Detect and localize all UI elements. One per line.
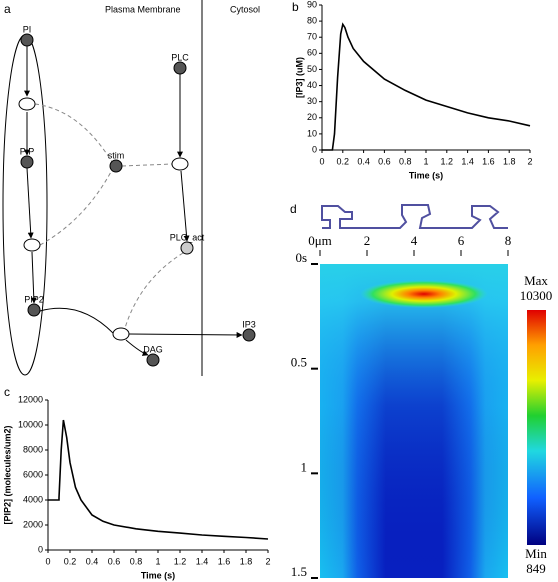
y-tick-label: 30 [307, 96, 317, 106]
panel-label: b [292, 0, 299, 14]
y-tick-label: 12000 [18, 394, 43, 404]
species-node [27, 303, 41, 317]
x-tick-label: 0.2 [337, 156, 350, 166]
x-tick-label: 0.8 [399, 156, 412, 166]
data-line [322, 22, 531, 151]
y-tick-label: 80 [307, 15, 317, 25]
panel-label: c [4, 385, 10, 399]
y-tick-label: 0s [295, 250, 307, 265]
node-label: PLC_act [170, 232, 205, 242]
colorbar [527, 310, 546, 545]
x-tick-label: 8 [505, 233, 512, 248]
panel-a-diagram: a Plasma Membrane Cytosol PI PIP PIP2 stim PLC P… [2, 0, 260, 376]
x-tick-label: 0.6 [108, 556, 121, 566]
x-tick-label: 2 [527, 156, 532, 166]
colorbar-max-label: Max [524, 273, 548, 288]
y-tick-label: 1.5 [291, 564, 307, 579]
node-label: IP3 [242, 319, 256, 329]
y-tick-label: 0.5 [291, 355, 307, 370]
panel-label: d [290, 202, 297, 216]
colorbar-min: 849 [526, 561, 546, 576]
node-label: DAG [143, 344, 163, 354]
y-axis-title: [IP3] (uM) [294, 57, 304, 98]
node-label: PLC [171, 52, 189, 62]
species-node [20, 33, 34, 47]
x-tick-label: 1.4 [461, 156, 474, 166]
colorbar-max: 10300 [520, 288, 553, 303]
x-tick-label: 0μm [308, 233, 332, 248]
heatmap-peak [360, 280, 488, 308]
region-label: Cytosol [230, 4, 260, 14]
data-line [48, 419, 269, 540]
y-tick-label: 10000 [18, 419, 43, 429]
regulation-links [34, 103, 184, 329]
y-tick-label: 6000 [23, 469, 43, 479]
x-tick-label: 0.4 [357, 156, 370, 166]
y-tick-label: 2000 [23, 519, 43, 529]
species-node [180, 241, 194, 255]
node-label: PI [23, 24, 32, 34]
node-label: PIP2 [24, 294, 44, 304]
node-label: stim [108, 150, 125, 160]
y-tick-label: 90 [307, 0, 317, 9]
x-tick-label: 2 [364, 233, 371, 248]
panel-label: a [4, 2, 11, 16]
x-axis-title: Time (s) [141, 570, 175, 580]
x-tick-label: 1.8 [240, 556, 253, 566]
y-tick-label: 0 [38, 544, 43, 554]
x-tick-label: 1.4 [196, 556, 209, 566]
y-tick-label: 60 [307, 48, 317, 58]
y-tick-label: 1 [301, 459, 308, 474]
x-tick-label: 0.6 [378, 156, 391, 166]
y-axis-title: [PIP2] (molecules/um2) [2, 425, 12, 524]
species-node [109, 159, 123, 173]
intermediates [18, 97, 189, 341]
x-tick-label: 0.2 [64, 556, 77, 566]
x-tick-label: 1.2 [441, 156, 454, 166]
x-axis-title: Time (s) [409, 170, 443, 180]
pool-outline [2, 34, 48, 376]
y-tick-label: 0 [312, 144, 317, 154]
y-tick-label: 8000 [23, 444, 43, 454]
x-tick-label: 0 [319, 156, 324, 166]
x-tick-label: 1 [423, 156, 428, 166]
y-tick-label: 50 [307, 64, 317, 74]
x-tick-label: 0 [45, 556, 50, 566]
y-tick-label: 4000 [23, 494, 43, 504]
spine-outline [321, 204, 508, 229]
x-tick-label: 2 [265, 556, 270, 566]
node-label: PIP [20, 146, 35, 156]
y-tick-label: 40 [307, 80, 317, 90]
x-tick-label: 1 [155, 556, 160, 566]
x-tick-label: 0.8 [130, 556, 143, 566]
species-node [173, 61, 187, 75]
species-node [146, 353, 160, 367]
species-node [242, 328, 256, 342]
colorbar-min-label: Min [525, 546, 547, 561]
heatmap-field [320, 264, 508, 578]
x-tick-label: 6 [458, 233, 465, 248]
species-node [20, 155, 34, 169]
x-tick-label: 4 [411, 233, 418, 248]
x-tick-label: 0.4 [86, 556, 99, 566]
x-tick-label: 1.8 [503, 156, 516, 166]
y-tick-label: 70 [307, 32, 317, 42]
y-tick-label: 10 [307, 128, 317, 138]
region-label: Plasma Membrane [105, 4, 181, 14]
y-tick-label: 20 [307, 112, 317, 122]
x-tick-label: 1.2 [174, 556, 187, 566]
x-tick-label: 1.6 [218, 556, 231, 566]
reaction-arrows [24, 46, 243, 356]
x-tick-label: 1.6 [482, 156, 495, 166]
